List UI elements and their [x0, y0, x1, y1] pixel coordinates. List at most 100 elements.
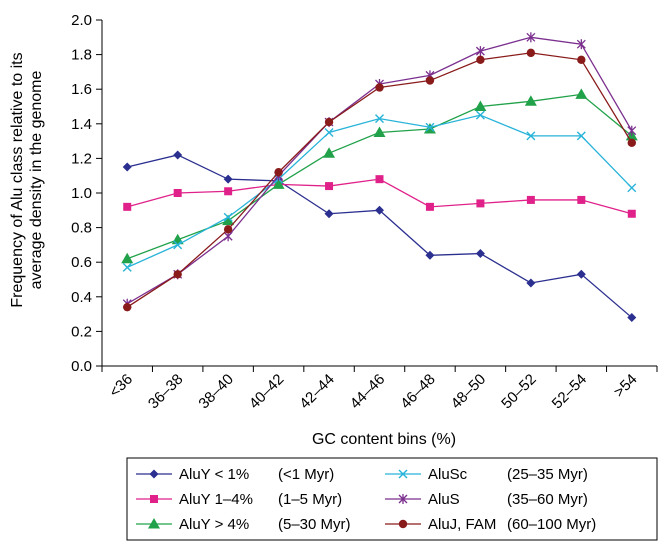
x-tick-label: 38–40 [195, 371, 237, 413]
data-point [274, 168, 283, 177]
data-point [526, 131, 536, 141]
data-point [222, 214, 235, 226]
data-point [577, 195, 586, 204]
legend-item-5: AluS (35–60 Myr) [385, 491, 588, 508]
series-4 [122, 110, 637, 272]
y-tick-label: 1.8 [71, 47, 92, 64]
data-point [425, 202, 434, 211]
legend-marker [398, 519, 408, 529]
data-point [524, 95, 537, 106]
y-tick-label: 0.4 [71, 289, 92, 306]
legend-label-period: (5–30 Myr) [278, 516, 351, 533]
legend-marker [148, 518, 160, 529]
x-tick-label: 52–54 [549, 371, 591, 413]
legend-marker [149, 469, 159, 479]
series-line [126, 114, 633, 268]
x-tick-label: 46–48 [397, 371, 439, 413]
y-tick-label: 0.8 [71, 220, 92, 237]
data-point [223, 174, 233, 184]
data-point [476, 55, 485, 64]
data-point [375, 83, 384, 92]
data-point [375, 175, 384, 184]
legend-label-period: (25–35 Myr) [507, 466, 588, 483]
y-tick-label: 1.2 [71, 150, 92, 167]
x-tick-label: 50–52 [498, 371, 540, 413]
y-axis-ticks: 0.0 0.2 0.4 0.6 0.8 1.0 1.2 1.4 1.6 1.8 2.0 [71, 12, 102, 375]
data-point [475, 46, 485, 57]
data-point [627, 313, 637, 323]
data-point [526, 278, 536, 288]
data-point [324, 117, 334, 127]
data-point [223, 212, 233, 222]
legend-label-period: (<1 Myr) [278, 466, 334, 483]
legend-item-4: AluSc (25–35 Myr) [385, 466, 588, 483]
data-point [576, 39, 586, 50]
y-tick-label: 0.2 [71, 323, 92, 340]
legend-item-6: AluJ, FAM (60–100 Myr) [385, 516, 596, 533]
data-point [324, 209, 334, 219]
data-point [122, 262, 132, 272]
legend-marker [150, 495, 158, 503]
data-point [173, 240, 183, 250]
data-point [526, 195, 535, 204]
x-tick-label: 44–46 [347, 371, 389, 413]
legend-label-name: AluY > 4% [179, 516, 249, 533]
data-point [627, 183, 637, 193]
x-axis-ticks: <36 36–38 38–40 40–42 42–44 44–46 46–48 48–50 50… [101, 366, 658, 413]
y-tick-label: 2.0 [71, 12, 92, 29]
data-point [123, 302, 132, 312]
data-point [526, 32, 536, 43]
legend-label-name: AluS [428, 491, 460, 508]
y-tick-label: 1.4 [71, 116, 92, 133]
y-tick-label: 1.6 [71, 81, 92, 98]
x-tick-label: 36–38 [145, 371, 187, 413]
data-point [627, 138, 636, 148]
series-6 [123, 48, 636, 312]
legend-label-name: AluSc [428, 466, 468, 483]
data-point [576, 131, 586, 141]
data-point [121, 252, 134, 264]
x-tick-label: 40–42 [246, 371, 288, 413]
data-point [223, 225, 233, 234]
x-tick-label: 42–44 [296, 371, 338, 413]
series-5 [122, 32, 637, 309]
data-point [323, 147, 336, 158]
data-point [122, 162, 132, 172]
x-axis-title: GC content bins (%) [312, 431, 456, 448]
y-axis-title-line1: Frequency of Alu class relative to its [9, 52, 26, 307]
data-point [173, 189, 182, 197]
data-point [475, 110, 485, 120]
series-line [126, 36, 633, 305]
data-point [475, 249, 485, 259]
legend: AluY < 1% (<1 Myr)AluY 1–4% (1–5 Myr)AluY … [126, 457, 658, 541]
legend-marker [398, 469, 408, 479]
data-point [173, 150, 183, 160]
data-point [425, 76, 435, 85]
y-axis-title-line2: average density in the genome [28, 70, 45, 289]
data-point [575, 88, 588, 99]
x-tick-label: 48–50 [448, 371, 490, 413]
data-point [526, 48, 536, 58]
data-point [373, 126, 386, 137]
data-point [576, 269, 586, 279]
legend-label-name: AluJ, FAM [428, 516, 496, 533]
data-point [425, 122, 435, 132]
legend-item-1: AluY < 1% (<1 Myr) [136, 466, 334, 483]
y-axis-title: Frequency of Alu class relative to its a… [9, 52, 45, 307]
legend-label-period: (35–60 Myr) [507, 491, 588, 508]
data-point [476, 199, 485, 208]
data-point [375, 205, 384, 215]
data-point [577, 55, 586, 64]
series-layer [121, 32, 638, 323]
data-point [123, 202, 132, 211]
data-point [224, 187, 233, 196]
legend-label-period: (60–100 Myr) [507, 516, 596, 533]
data-point [173, 270, 182, 279]
data-point [627, 209, 636, 218]
data-point [627, 125, 637, 136]
y-tick-label: 0.0 [71, 358, 92, 375]
legend-label-name: AluY 1–4% [179, 491, 253, 508]
data-point [324, 127, 334, 137]
data-point [272, 178, 285, 189]
